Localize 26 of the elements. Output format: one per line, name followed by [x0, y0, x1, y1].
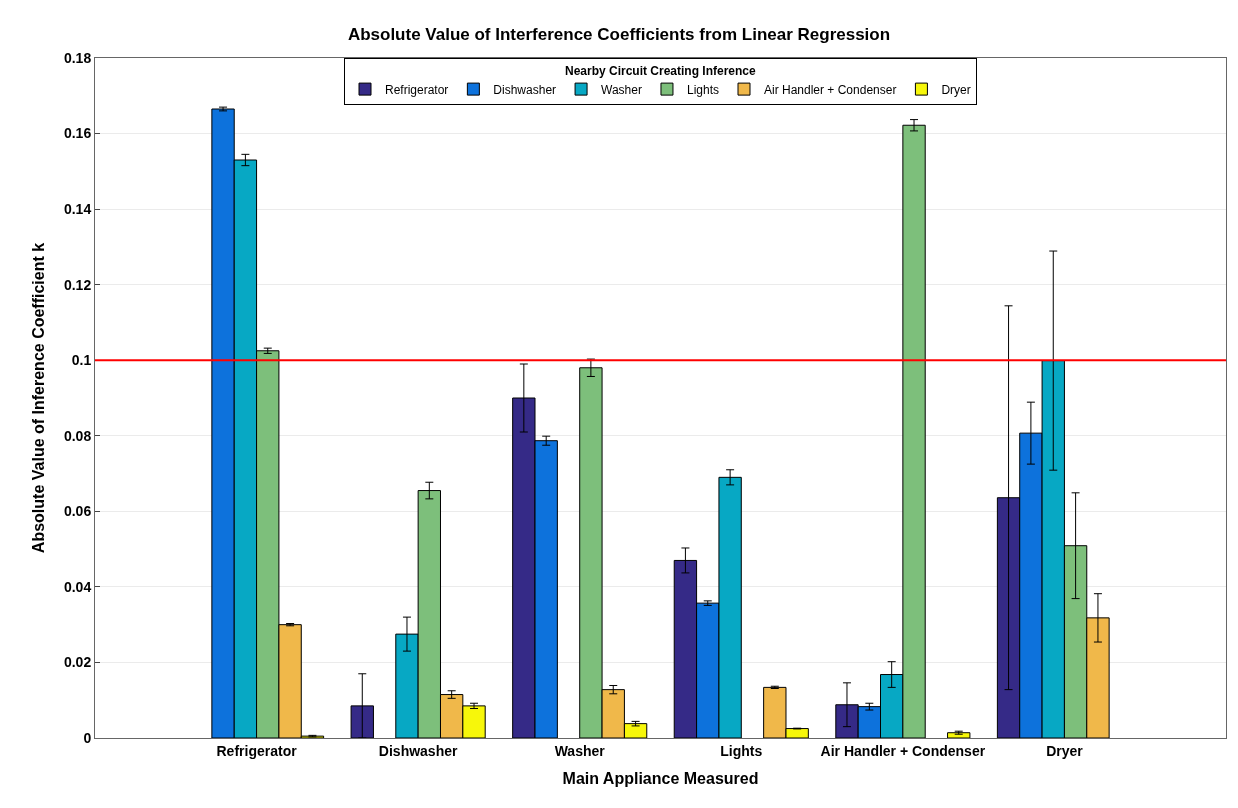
y-tick-label: 0.08 [63, 427, 92, 444]
x-tick-label: Refrigerator [216, 742, 298, 759]
x-tick-label: Dryer [1046, 742, 1084, 759]
x-tick-label: Lights [720, 742, 763, 759]
y-tick-label: 0.14 [63, 201, 92, 218]
x-tick-label: Air Handler + Condenser [820, 742, 986, 759]
legend-title: Nearby Circuit Creating Inference [564, 63, 757, 78]
y-tick-label: 0.12 [63, 276, 92, 293]
y-tick-label: 0.02 [63, 654, 92, 671]
legend-label: Air Handler + Condenser [764, 82, 897, 97]
y-tick-label: 0.1 [71, 352, 92, 369]
legend-label: Dishwasher [493, 82, 557, 97]
y-tick-label: 0.06 [63, 503, 92, 520]
legend-label: Refrigerator [385, 82, 449, 97]
x-tick-label: Dishwasher [378, 742, 458, 759]
chart-title: Absolute Value of Interference Coefficients from Linear Regression [347, 25, 891, 45]
legend-label: Dryer [941, 82, 971, 97]
x-axis-title: Main Appliance Measured [562, 770, 759, 788]
legend-label: Lights [686, 82, 719, 97]
y-tick-label: 0 [83, 729, 92, 746]
y-tick-label: 0.16 [63, 125, 92, 142]
legend-label: Washer [601, 82, 642, 97]
y-tick-label: 0.18 [63, 49, 92, 66]
x-tick-label: Washer [554, 742, 606, 759]
y-axis-title: Absolute Value of Inference Coefficient k [29, 242, 47, 554]
y-tick-label: 0.04 [63, 578, 92, 595]
